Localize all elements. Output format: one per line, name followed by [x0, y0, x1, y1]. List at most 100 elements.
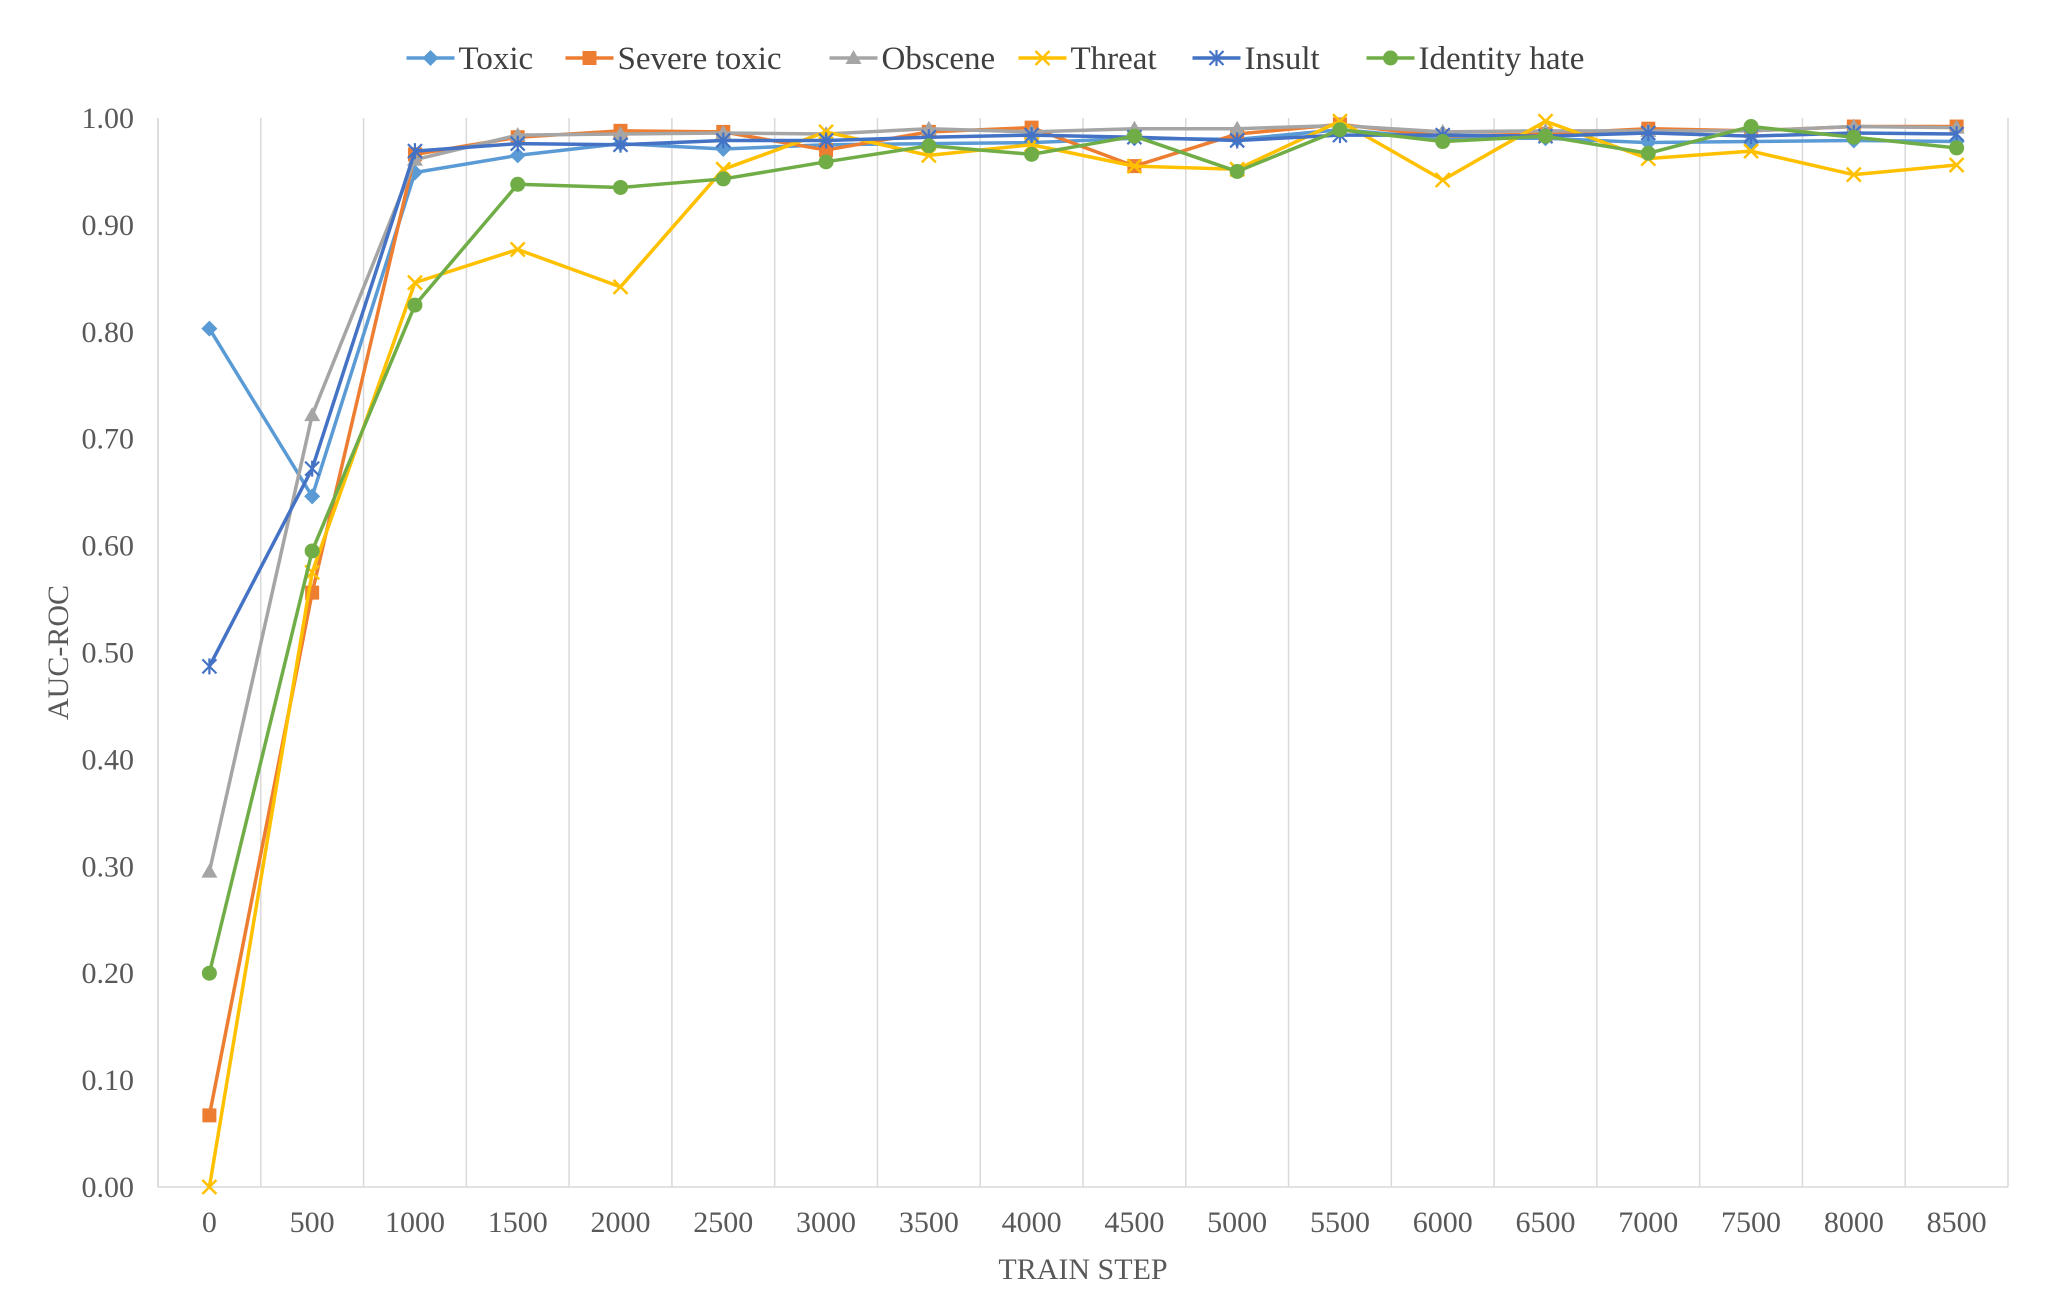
point-threat-12-b — [1434, 172, 1451, 188]
point-identity-hate-7 — [921, 138, 937, 154]
point-identity-hate-13 — [1538, 128, 1553, 144]
x-tick-label-16: 8000 — [1824, 1206, 1884, 1239]
x-tick-label-6: 3000 — [796, 1206, 856, 1239]
x-tick-label-11: 5500 — [1310, 1206, 1370, 1239]
point-identity-hate-9 — [1126, 128, 1142, 144]
point-obscene-0 — [201, 863, 218, 878]
x-tick-label-14: 7000 — [1618, 1206, 1678, 1239]
series-group — [201, 113, 1965, 1195]
point-identity-hate-4 — [613, 179, 628, 195]
point-toxic-0 — [201, 320, 218, 337]
point-insult-14 — [1640, 124, 1657, 141]
x-tick-label-3: 1500 — [488, 1206, 548, 1239]
point-identity-hate-5 — [715, 171, 731, 187]
y-tick-label-10: 1.00 — [82, 102, 135, 135]
legend-label-threat: Threat — [1071, 41, 1157, 77]
legend-marker-threat — [1034, 50, 1051, 66]
x-tick-label-10: 5000 — [1207, 1206, 1267, 1239]
y-axis-title: AUC-ROC — [42, 585, 75, 720]
x-tick-label-2: 1000 — [385, 1206, 445, 1239]
series-line-toxic — [207, 128, 1957, 499]
point-threat-9-b — [1126, 158, 1143, 174]
y-tick-label-7: 0.70 — [82, 423, 135, 456]
point-threat-12 — [1434, 172, 1451, 188]
point-insult-3 — [509, 135, 526, 152]
point-identity-hate-11 — [1332, 122, 1348, 138]
point-threat-4 — [612, 279, 629, 295]
point-threat-16-b — [1845, 166, 1862, 183]
y-tick-label-5: 0.50 — [82, 637, 135, 670]
point-insult-10 — [1229, 132, 1245, 149]
point-threat-15-b — [1743, 143, 1759, 160]
point-insult-0 — [201, 658, 218, 675]
legend-label-obscene: Obscene — [882, 41, 996, 77]
point-obscene-3 — [509, 127, 526, 142]
legend-item-insult: Insult — [1192, 41, 1320, 77]
series-identity-hate — [201, 119, 1965, 981]
x-tick-label-12: 6000 — [1413, 1206, 1473, 1239]
point-obscene-4 — [612, 126, 629, 141]
series-line-threat — [207, 119, 1957, 1188]
y-tick-label-4: 0.40 — [82, 743, 135, 776]
axes — [157, 118, 2008, 1188]
point-threat-9 — [1126, 158, 1143, 174]
point-threat-13-b — [1537, 113, 1554, 130]
x-tick-label-0: 0 — [202, 1206, 217, 1239]
point-threat-15 — [1743, 143, 1759, 160]
point-identity-hate-15 — [1743, 119, 1759, 135]
x-tick-label-7: 3500 — [899, 1206, 959, 1239]
point-identity-hate-10 — [1229, 163, 1245, 179]
y-tick-label-0: 0.00 — [82, 1171, 135, 1204]
legend-marker-obscene — [845, 50, 862, 64]
x-tick-label-17: 8500 — [1927, 1206, 1987, 1239]
legend-label-insult: Insult — [1245, 41, 1320, 77]
point-obscene-7 — [920, 120, 937, 135]
y-tick-label-3: 0.30 — [82, 850, 135, 883]
legend-marker-threat-b — [1034, 50, 1051, 66]
legend-marker-toxic — [422, 50, 439, 66]
point-insult-6 — [818, 132, 834, 149]
point-identity-hate-12 — [1435, 134, 1451, 150]
point-insult-4 — [612, 136, 629, 153]
point-identity-hate-16 — [1846, 129, 1862, 145]
x-tick-label-13: 6500 — [1516, 1206, 1576, 1239]
legend-label-identity-hate: Identity hate — [1419, 41, 1585, 77]
x-tick-label-8: 4000 — [1002, 1206, 1062, 1239]
point-threat-17-b — [1948, 157, 1965, 173]
legend-marker-identity-hate — [1383, 50, 1398, 66]
x-tick-label-4: 2000 — [591, 1206, 651, 1239]
x-tick-label-1: 500 — [290, 1206, 335, 1239]
point-severe-toxic-6 — [819, 143, 834, 158]
point-insult-8 — [1023, 127, 1040, 144]
point-identity-hate-3 — [510, 176, 526, 192]
point-obscene-1 — [304, 407, 321, 422]
legend-marker-severe-toxic — [582, 51, 597, 65]
point-severe-toxic-0 — [202, 1108, 217, 1123]
point-threat-16 — [1845, 166, 1862, 183]
y-tick-label-1: 0.10 — [82, 1064, 135, 1097]
point-insult-5 — [715, 132, 732, 149]
x-tick-label-15: 7500 — [1721, 1206, 1781, 1239]
point-threat-17 — [1948, 157, 1965, 173]
point-threat-4-b — [612, 279, 629, 295]
legend-item-toxic: Toxic — [406, 41, 534, 77]
series-line-identity-hate — [207, 124, 1957, 974]
x-tick-label-9: 4500 — [1104, 1206, 1164, 1239]
y-tick-label-8: 0.80 — [82, 316, 135, 349]
x-tick-label-5: 2500 — [693, 1206, 753, 1239]
x-axis-title: TRAIN STEP — [998, 1253, 1167, 1286]
point-identity-hate-14 — [1640, 145, 1656, 161]
y-tick-label-6: 0.60 — [82, 530, 135, 563]
legend-label-toxic: Toxic — [459, 41, 534, 77]
legend-label-severe-toxic: Severe toxic — [618, 41, 782, 77]
series-line-obscene — [207, 123, 1957, 873]
point-insult-1 — [304, 460, 320, 477]
point-identity-hate-1 — [304, 543, 320, 559]
point-insult-2 — [407, 143, 423, 160]
x-tick-labels: 0 500 1000 1500 2000 2500 3000 3500 4000 4500 5000… — [202, 1206, 1987, 1239]
point-threat-0 — [201, 1179, 218, 1195]
point-identity-hate-0 — [201, 965, 217, 981]
y-tick-label-2: 0.20 — [82, 957, 135, 990]
y-tick-labels: 0.00 0.10 0.20 0.30 0.40 0.50 0.60 0.70 0.80 0.90… — [82, 102, 135, 1204]
legend-marker-insult — [1208, 50, 1225, 66]
